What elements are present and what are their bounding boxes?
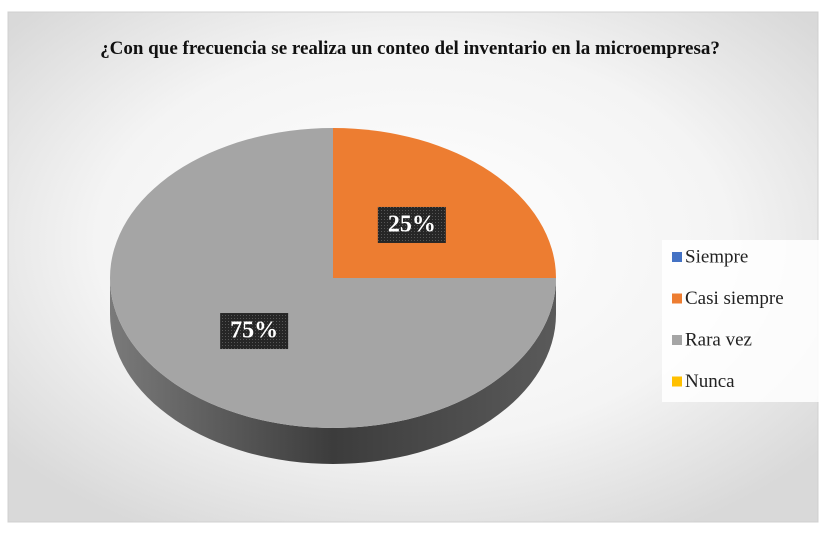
legend-label: Casi siempre	[685, 288, 784, 309]
data-label-box	[377, 206, 446, 243]
legend-label: Rara vez	[685, 329, 752, 350]
slice	[110, 128, 556, 428]
legend-swatch	[672, 335, 682, 345]
legend-swatch	[672, 376, 682, 387]
legend-swatch	[672, 293, 682, 304]
pie: 25% 75%	[110, 128, 556, 464]
legend-swatch	[672, 252, 682, 262]
data-label: 25%	[388, 211, 436, 237]
legend: Siempre Casi siempre Rara vez Nunca	[672, 246, 784, 392]
slice-side	[110, 278, 556, 464]
legend-box	[662, 240, 822, 402]
legend-label: Siempre	[685, 246, 748, 267]
data-label-box	[220, 313, 289, 350]
chart-title: ¿Con que frecuencia se realiza un conteo…	[100, 38, 720, 59]
legend-label: Nunca	[685, 371, 735, 392]
data-label: 75%	[230, 318, 278, 344]
